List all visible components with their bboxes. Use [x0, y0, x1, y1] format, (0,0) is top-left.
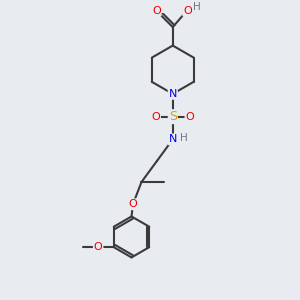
Text: O: O: [94, 242, 103, 252]
Text: H: H: [180, 133, 188, 143]
Text: N: N: [169, 89, 177, 99]
Text: O: O: [129, 199, 137, 209]
Text: O: O: [151, 112, 160, 122]
Text: O: O: [183, 6, 192, 16]
Text: N: N: [169, 134, 177, 144]
Text: H: H: [193, 2, 201, 12]
Text: S: S: [169, 110, 177, 123]
Text: O: O: [185, 112, 194, 122]
Text: O: O: [152, 6, 161, 16]
